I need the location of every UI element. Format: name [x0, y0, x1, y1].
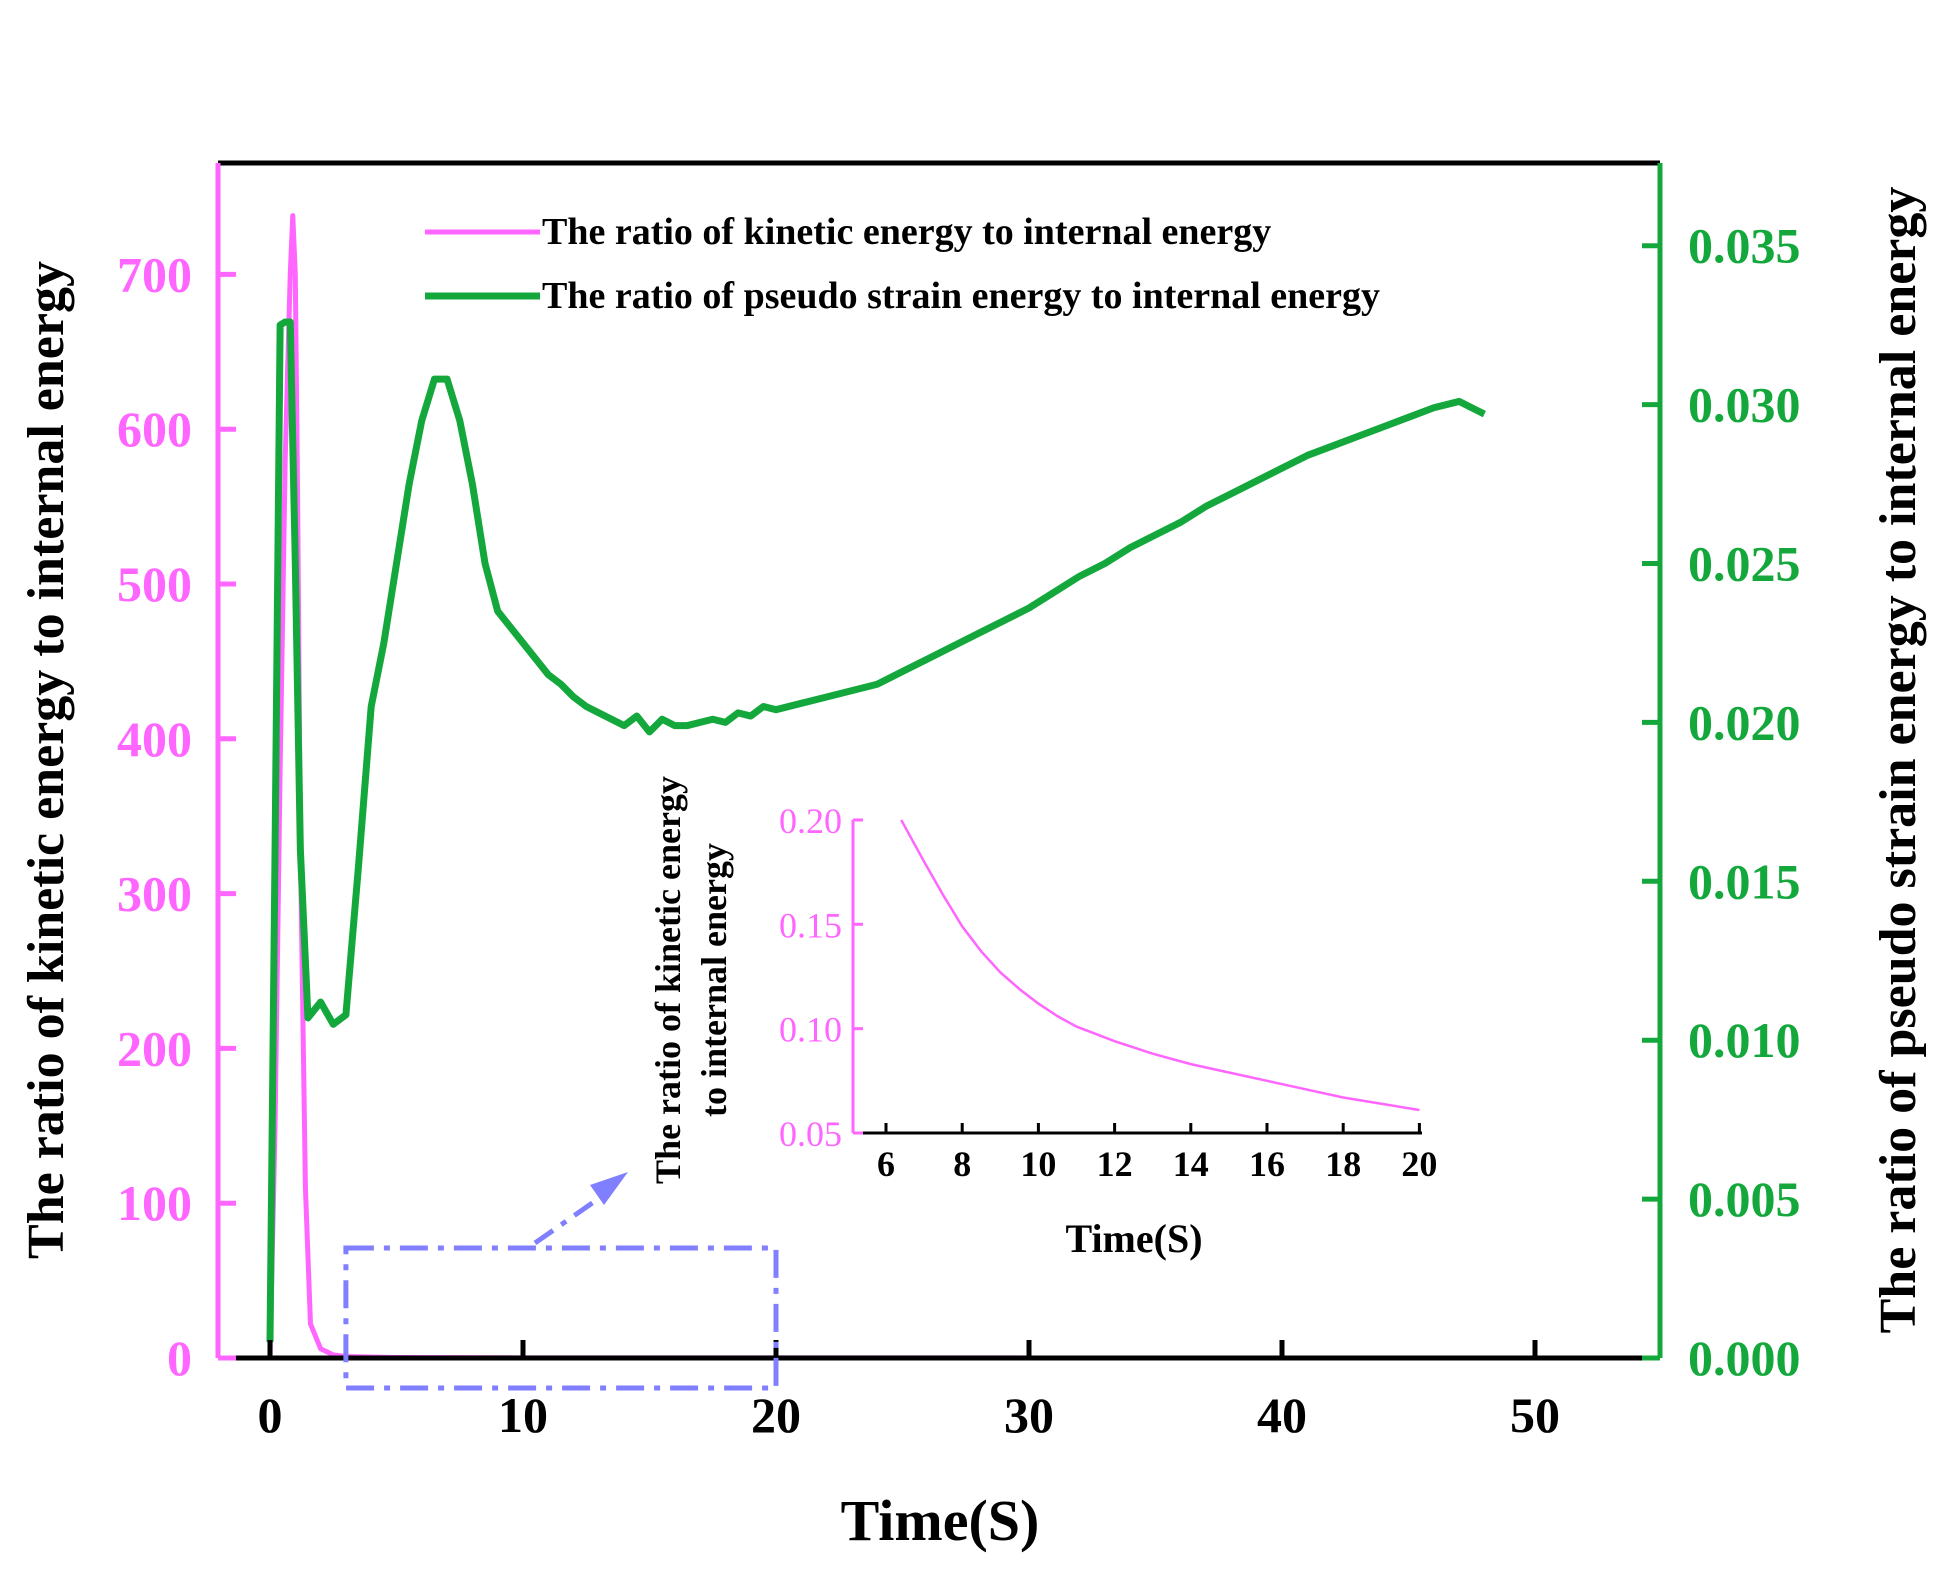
inset-y-tick-label: 0.15: [779, 905, 842, 945]
y-left-tick-label: 200: [117, 1020, 192, 1076]
y-left-tick-label: 600: [117, 401, 192, 457]
inset-y-tick-label: 0.10: [779, 1010, 842, 1050]
y-right-tick-label: 0.015: [1688, 853, 1801, 909]
y-axis-left-title: The ratio of kinetic energy to internal …: [18, 261, 75, 1259]
y-left-tick-label: 400: [117, 711, 192, 767]
inset-y-axis-title: The ratio of kinetic energy to internal e…: [648, 776, 734, 1184]
inset-x-tick-label: 10: [1020, 1144, 1056, 1184]
y-right-tick-label: 0.020: [1688, 694, 1801, 750]
y-left-tick-label: 0: [167, 1330, 192, 1386]
inset-series-line-kinetic: [900, 819, 1420, 1112]
inset-x-axis-title: Time(S): [1065, 1216, 1202, 1261]
y-axis-right-title: The ratio of pseudo strain energy to int…: [1870, 187, 1927, 1334]
x-tick-label: 30: [1004, 1387, 1054, 1443]
x-tick-label: 20: [751, 1387, 801, 1443]
y-right-tick-label: 0.025: [1688, 536, 1801, 592]
inset-x-tick-label: 6: [877, 1144, 895, 1184]
y-right-tick-label: 0.030: [1688, 377, 1801, 433]
series-line-pseudo: [266, 318, 1486, 1343]
inset-x-tick-label: 16: [1249, 1144, 1285, 1184]
zoom-box: [343, 1245, 779, 1391]
zoom-arrow-head: [590, 1172, 628, 1205]
legend-label-pseudo: The ratio of pseudo strain energy to int…: [542, 275, 1380, 317]
inset-x-tick-label: 18: [1325, 1144, 1361, 1184]
x-tick-label: 40: [1257, 1387, 1307, 1443]
y-right-tick-label: 0.010: [1688, 1012, 1801, 1068]
y-left-tick-label: 300: [117, 866, 192, 922]
y-right-tick-label: 0.005: [1688, 1171, 1801, 1227]
inset-y-axis-title-line-1: The ratio of kinetic energy: [648, 776, 688, 1184]
inset-y-axis-title-line-2: to internal energy: [694, 843, 734, 1117]
y-right-tick-label: 0.000: [1688, 1330, 1801, 1386]
inset-x-tick-label: 14: [1173, 1144, 1209, 1184]
x-tick-label: 0: [258, 1387, 283, 1443]
zoom-arrow-shaft: [533, 1189, 610, 1246]
y-right-tick-label: 0.035: [1688, 218, 1801, 274]
x-tick-label: 10: [498, 1387, 548, 1443]
legend-label-kinetic: The ratio of kinetic energy to internal …: [542, 211, 1271, 253]
inset-x-tick-label: 20: [1401, 1144, 1437, 1184]
inset-x-tick-label: 12: [1097, 1144, 1133, 1184]
inset-y-tick-label: 0.05: [779, 1114, 842, 1154]
inset-y-tick-label: 0.20: [779, 801, 842, 841]
y-left-tick-label: 100: [117, 1175, 192, 1231]
x-tick-label: 50: [1510, 1387, 1560, 1443]
x-axis-title: Time(S): [841, 1488, 1040, 1553]
inset-x-tick-label: 8: [953, 1144, 971, 1184]
y-left-tick-label: 700: [117, 246, 192, 302]
y-left-tick-label: 500: [117, 556, 192, 612]
